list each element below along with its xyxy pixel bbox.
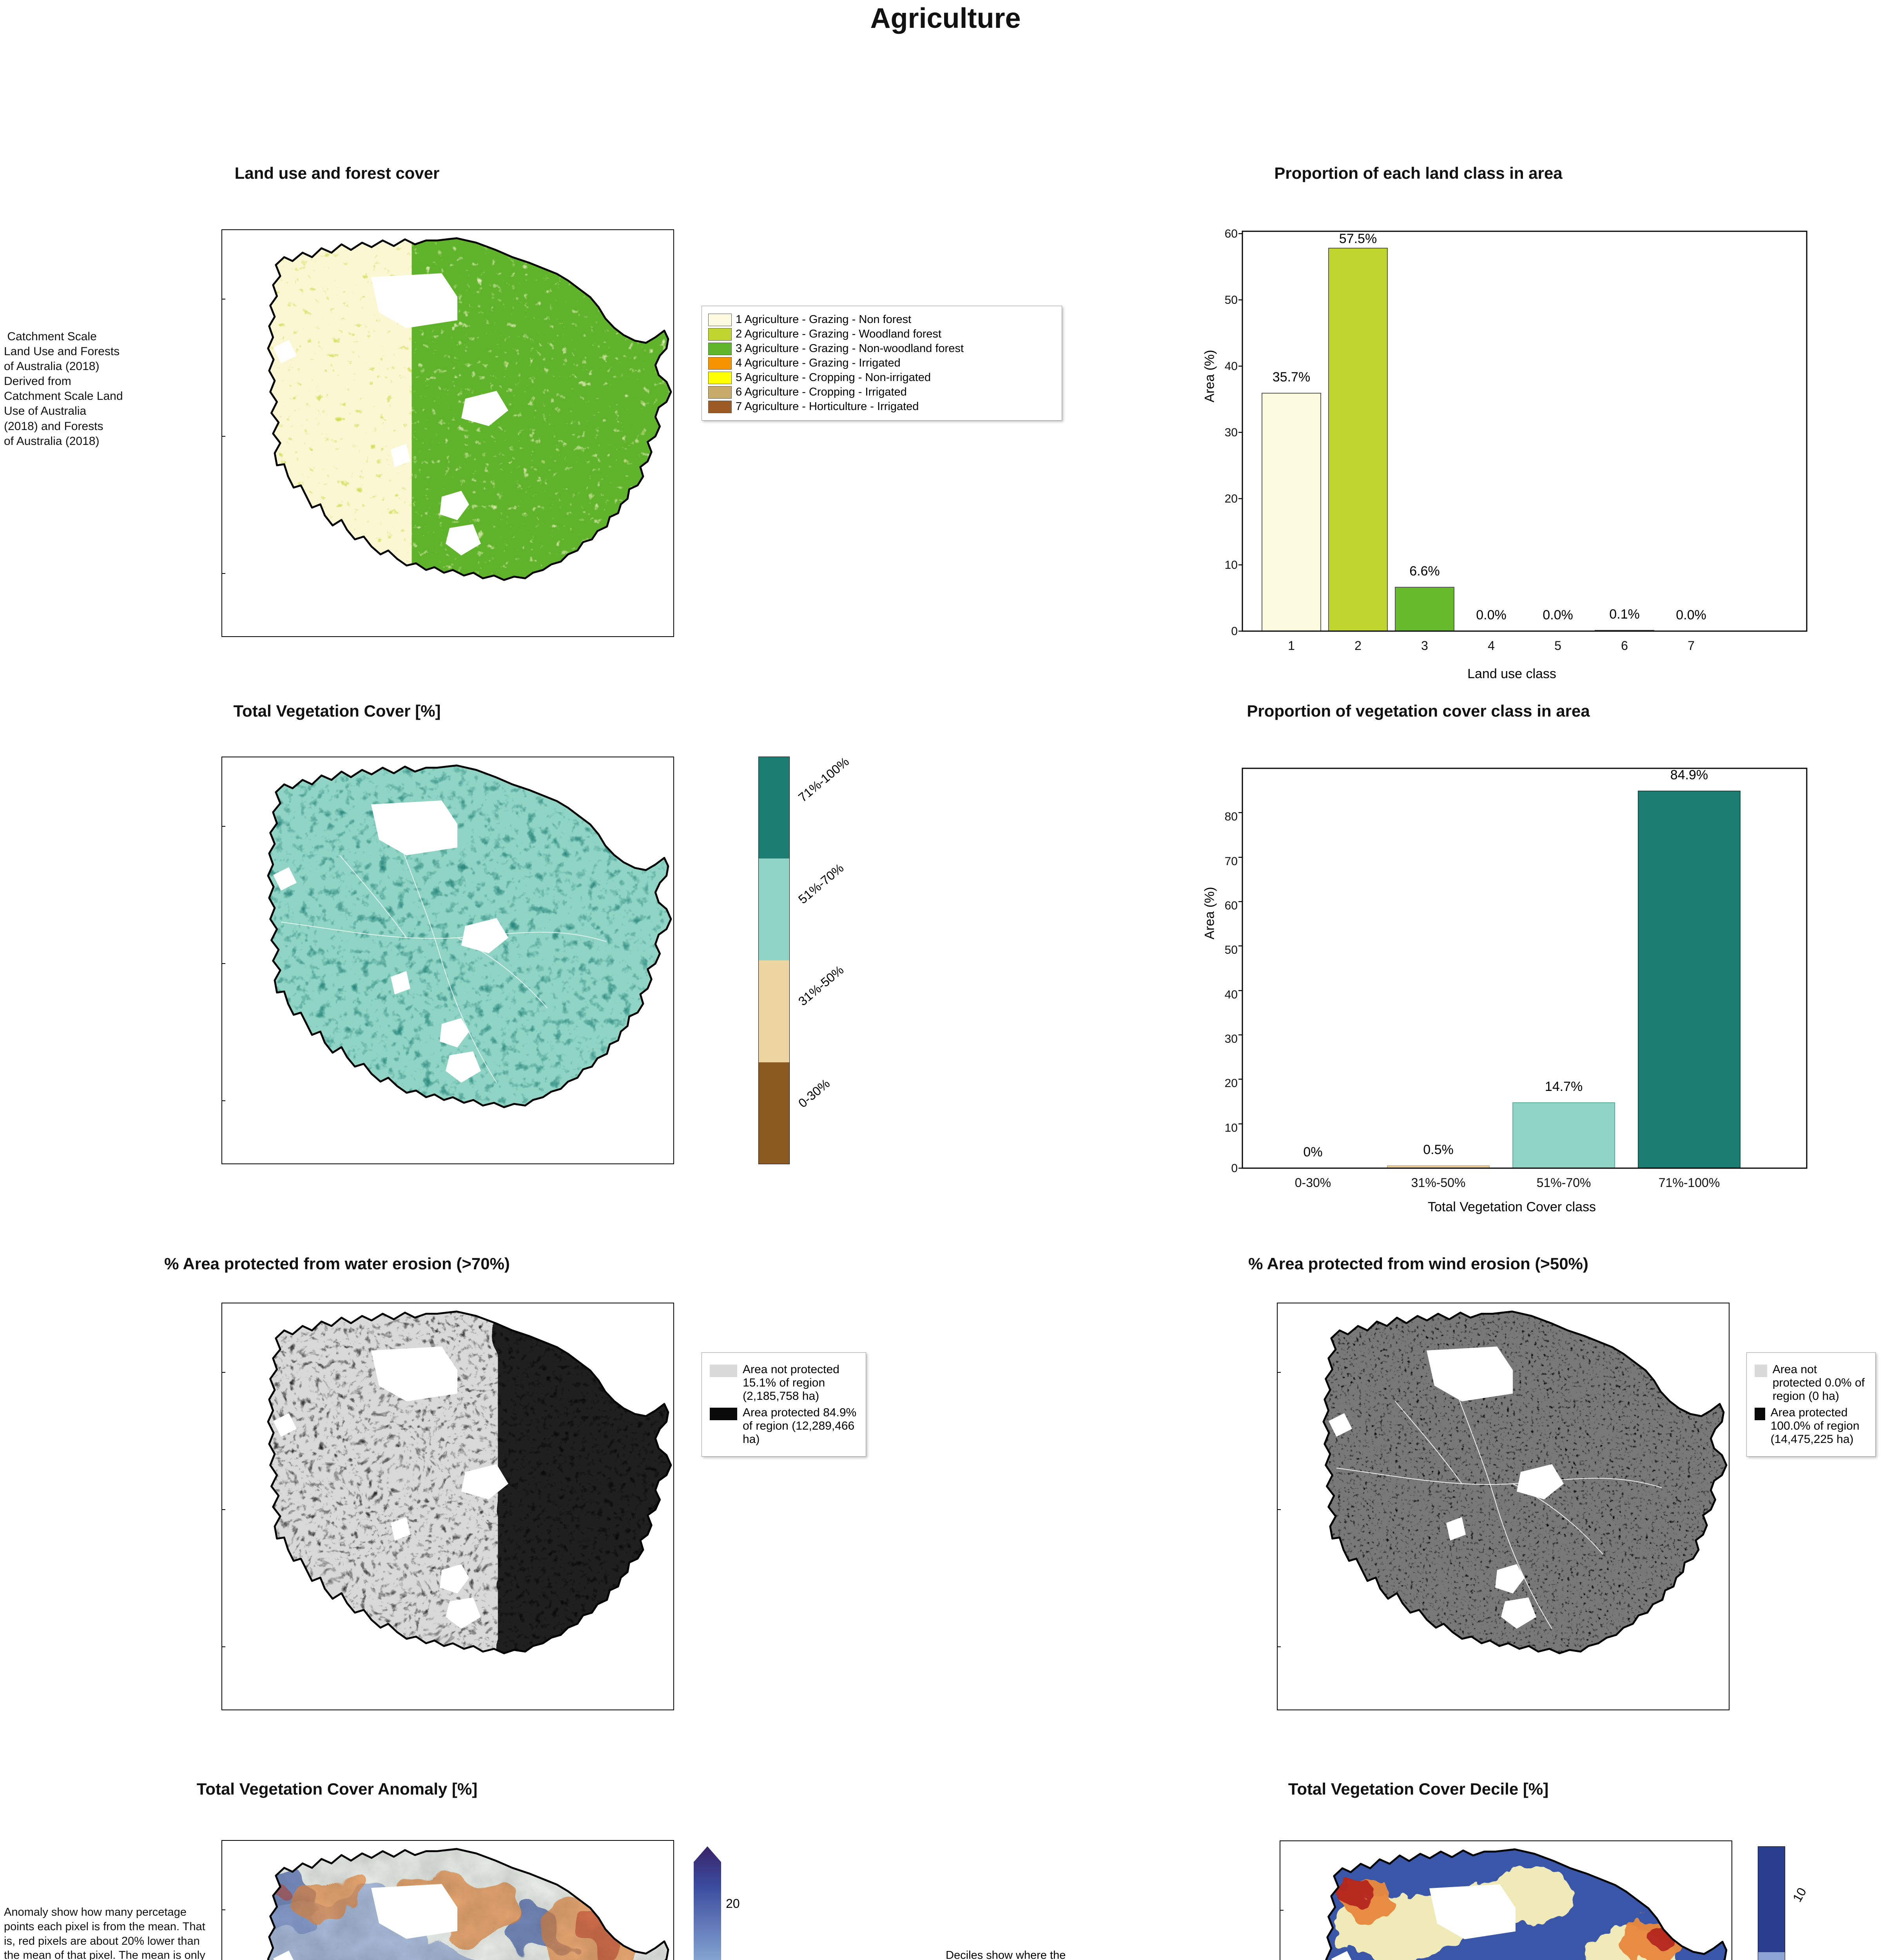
- svg-text:10: 10: [1225, 1122, 1238, 1134]
- svg-text:80: 80: [1225, 810, 1238, 823]
- svg-text:35.7%: 35.7%: [1273, 370, 1310, 385]
- svg-text:0.1%: 0.1%: [1609, 607, 1640, 622]
- svg-text:50: 50: [1225, 944, 1238, 956]
- svg-text:5: 5: [1554, 639, 1561, 653]
- svg-text:2: 2: [1354, 639, 1362, 653]
- svg-text:0%: 0%: [1303, 1145, 1322, 1160]
- svg-text:51%-70%: 51%-70%: [1537, 1176, 1591, 1190]
- svg-text:60: 60: [1225, 899, 1238, 912]
- svg-text:40: 40: [1225, 360, 1238, 373]
- svg-text:0: 0: [1231, 1162, 1238, 1175]
- svg-text:40: 40: [1225, 988, 1238, 1001]
- svg-text:6: 6: [1621, 639, 1628, 653]
- svg-text:71%-100%: 71%-100%: [1659, 1176, 1720, 1190]
- svg-text:0-30%: 0-30%: [1295, 1176, 1331, 1190]
- svg-text:70: 70: [1225, 855, 1238, 868]
- svg-text:1: 1: [1288, 639, 1295, 653]
- svg-text:57.5%: 57.5%: [1339, 231, 1377, 246]
- svg-text:0.0%: 0.0%: [1676, 608, 1706, 622]
- svg-text:0.0%: 0.0%: [1476, 608, 1507, 622]
- svg-text:50: 50: [1225, 294, 1238, 307]
- svg-text:84.9%: 84.9%: [1670, 768, 1708, 782]
- svg-text:31%-50%: 31%-50%: [1411, 1176, 1466, 1190]
- svg-text:0.0%: 0.0%: [1543, 608, 1573, 622]
- svg-text:30: 30: [1225, 1033, 1238, 1045]
- svg-text:4: 4: [1488, 639, 1495, 653]
- svg-text:0.5%: 0.5%: [1423, 1142, 1454, 1157]
- svg-text:6.6%: 6.6%: [1409, 564, 1440, 579]
- svg-text:3: 3: [1421, 639, 1428, 653]
- svg-text:20: 20: [1225, 492, 1238, 505]
- svg-text:0: 0: [1231, 625, 1238, 638]
- svg-text:7: 7: [1688, 639, 1695, 653]
- svg-text:10: 10: [1225, 559, 1238, 572]
- svg-text:30: 30: [1225, 426, 1238, 439]
- svg-text:14.7%: 14.7%: [1545, 1079, 1583, 1094]
- svg-text:20: 20: [1225, 1077, 1238, 1090]
- svg-text:60: 60: [1225, 227, 1238, 240]
